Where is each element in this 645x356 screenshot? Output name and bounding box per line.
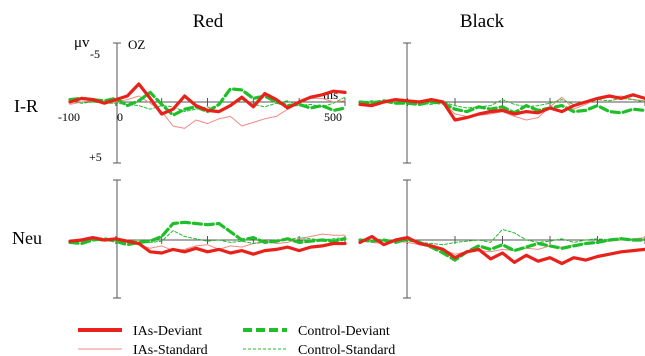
y-axis-unit: μv <box>74 35 90 51</box>
panel-neu-red <box>68 179 347 299</box>
series-ias-deviant <box>358 234 645 266</box>
channel-label: OZ <box>128 37 145 52</box>
series-ias-deviant <box>358 93 645 122</box>
y-axis-top-tick: -5 <box>90 47 100 61</box>
panel-i-r-black <box>358 42 645 164</box>
series-control-standard <box>359 228 645 246</box>
x-axis-end-tick: 500 <box>324 110 342 124</box>
row-label-ir: I-R <box>14 96 38 116</box>
legend-item-control-deviant: Control-Deviant <box>243 324 390 339</box>
legend-label-control-standard: Control-Standard <box>298 343 395 356</box>
legend-item-ias-standard: IAs-Standard <box>78 343 208 356</box>
series-ias-deviant <box>68 82 347 116</box>
column-title-black: Black <box>460 11 505 32</box>
series-control-deviant <box>358 99 645 115</box>
row-label-neu: Neu <box>12 228 42 248</box>
y-axis-bottom-tick: +5 <box>89 150 102 164</box>
series-ias-deviant <box>68 236 347 256</box>
panel-neu-black <box>358 179 645 299</box>
legend-label-ias-deviant: IAs-Deviant <box>133 324 202 339</box>
x-axis-zero-tick: 0 <box>117 110 123 124</box>
legend-item-ias-deviant: IAs-Deviant <box>78 324 202 339</box>
legend-label-control-deviant: Control-Deviant <box>298 324 390 339</box>
legend: IAs-Deviant Control-Deviant IAs-Standard… <box>78 324 395 356</box>
x-axis-start-tick: -100 <box>58 110 80 124</box>
panel-i-r-red <box>68 42 347 164</box>
series-control-deviant <box>68 220 347 247</box>
column-title-red: Red <box>193 11 224 32</box>
legend-item-control-standard: Control-Standard <box>243 343 395 356</box>
legend-label-ias-standard: IAs-Standard <box>133 343 208 356</box>
